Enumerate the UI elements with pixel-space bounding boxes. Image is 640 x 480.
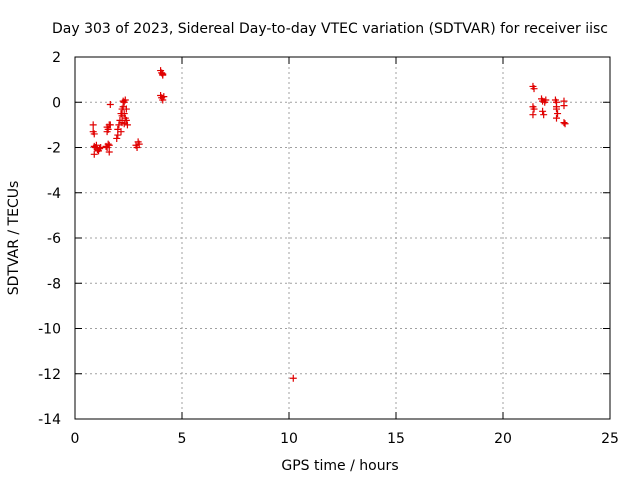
chart-title: Day 303 of 2023, Sidereal Day-to-day VTE…: [52, 21, 608, 37]
x-tick-label: 10: [280, 431, 298, 447]
data-point: [530, 85, 538, 93]
data-point: [96, 145, 104, 153]
x-axis-label: GPS time / hours: [281, 458, 398, 474]
data-point: [529, 111, 537, 119]
y-tick-label: -6: [47, 231, 61, 247]
y-tick-label: 0: [52, 95, 61, 111]
x-tick-labels: 0 5 10 15 20 25: [71, 431, 619, 447]
data-point: [159, 96, 167, 104]
data-point: [540, 111, 548, 119]
data-point: [120, 110, 128, 118]
data-point: [135, 140, 143, 148]
y-tick-label: -2: [47, 141, 61, 157]
data-point: [553, 105, 560, 113]
y-tick-label: -10: [38, 322, 61, 338]
data-point: [90, 150, 98, 158]
data-point: [106, 121, 114, 129]
data-point: [539, 107, 547, 115]
data-point: [560, 119, 568, 127]
data-point: [117, 128, 125, 136]
y-tick-label: -14: [38, 412, 61, 428]
x-tick-label: 5: [178, 431, 187, 447]
x-tick-label: 0: [71, 431, 80, 447]
data-point: [160, 93, 168, 101]
data-point: [159, 71, 167, 79]
data-points: [89, 67, 569, 382]
data-point: [122, 105, 130, 113]
data-point: [123, 121, 131, 129]
x-tick-label: 25: [601, 431, 619, 447]
data-point: [104, 140, 112, 148]
y-tick-label: -12: [38, 367, 61, 383]
data-point: [97, 144, 105, 151]
y-axis-label: SDTVAR / TECUs: [6, 181, 22, 296]
data-point: [121, 96, 129, 104]
data-point: [560, 102, 568, 110]
y-tick-label: -8: [47, 276, 61, 292]
x-tick-label: 15: [387, 431, 405, 447]
data-point: [122, 116, 130, 124]
data-point: [106, 101, 114, 109]
data-point: [90, 130, 98, 138]
y-tick-label: -4: [47, 186, 61, 202]
data-point: [92, 141, 100, 149]
data-point: [530, 105, 538, 113]
data-point: [561, 120, 569, 128]
data-point: [289, 374, 297, 382]
data-point: [113, 134, 121, 142]
data-point: [114, 131, 122, 139]
data-point: [542, 96, 550, 104]
y-tick-label: 2: [52, 50, 61, 66]
data-point: [104, 125, 112, 133]
data-point: [553, 114, 560, 122]
data-point: [105, 141, 113, 149]
axis-ticks: [74, 56, 611, 420]
x-tick-label: 20: [494, 431, 512, 447]
grid-lines: [75, 57, 610, 419]
data-point: [105, 148, 113, 156]
y-tick-labels: 2 0 -2 -4 -6 -8 -10 -12 -14: [38, 50, 61, 428]
data-point: [89, 121, 97, 129]
data-point: [554, 110, 562, 118]
